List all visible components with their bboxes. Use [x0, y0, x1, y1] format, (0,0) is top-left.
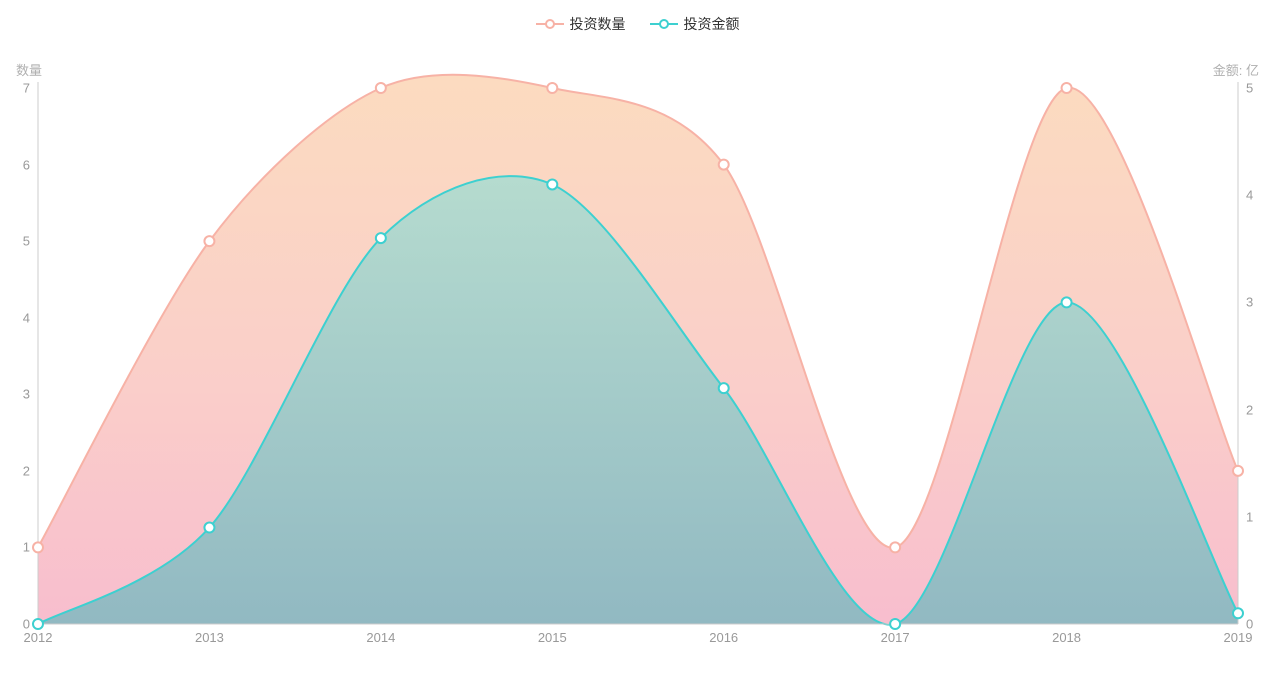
data-point-marker[interactable] [204, 523, 214, 533]
axis-tick-label: 6 [23, 157, 30, 172]
axis-tick-label: 4 [23, 310, 30, 325]
axis-tick-label: 2 [1246, 402, 1253, 417]
axis-tick-label: 1 [23, 540, 30, 555]
axis-tick-label: 2018 [1052, 630, 1081, 645]
axis-tick-label: 2019 [1224, 630, 1253, 645]
axis-tick-label: 2017 [881, 630, 910, 645]
axis-tick-label: 3 [23, 387, 30, 402]
axis-tick-label: 4 [1246, 188, 1253, 203]
data-point-marker[interactable] [1062, 297, 1072, 307]
data-point-marker[interactable] [890, 542, 900, 552]
chart-container: 投资数量 投资金额 数量 金额: 亿 012345670123452012201… [0, 0, 1275, 682]
axis-tick-label: 2016 [709, 630, 738, 645]
axis-tick-label: 5 [23, 234, 30, 249]
data-point-marker[interactable] [33, 542, 43, 552]
data-point-marker[interactable] [204, 236, 214, 246]
data-point-marker[interactable] [1233, 466, 1243, 476]
chart-plot-area [0, 0, 1275, 682]
data-point-marker[interactable] [376, 83, 386, 93]
axis-tick-label: 2 [23, 463, 30, 478]
data-point-marker[interactable] [890, 619, 900, 629]
data-point-marker[interactable] [547, 179, 557, 189]
data-point-marker[interactable] [719, 160, 729, 170]
data-point-marker[interactable] [719, 383, 729, 393]
data-point-marker[interactable] [1062, 83, 1072, 93]
axis-tick-label: 1 [1246, 509, 1253, 524]
data-point-marker[interactable] [1233, 608, 1243, 618]
axis-tick-label: 3 [1246, 295, 1253, 310]
data-point-marker[interactable] [376, 233, 386, 243]
axis-tick-label: 2014 [366, 630, 395, 645]
axis-tick-label: 5 [1246, 81, 1253, 96]
data-point-marker[interactable] [547, 83, 557, 93]
axis-tick-label: 7 [23, 81, 30, 96]
axis-tick-label: 2013 [195, 630, 224, 645]
axis-tick-label: 2012 [24, 630, 53, 645]
data-point-marker[interactable] [33, 619, 43, 629]
axis-tick-label: 2015 [538, 630, 567, 645]
